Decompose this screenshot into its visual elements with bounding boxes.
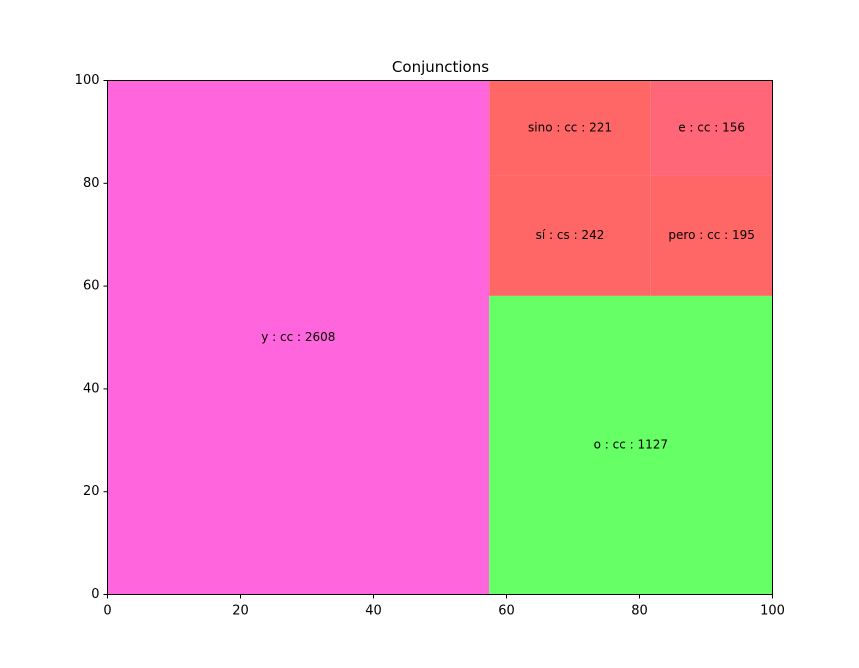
y-tick-label: 80 [83, 176, 100, 191]
treemap-rect [650, 175, 773, 296]
treemap-rect-label: o : cc : 1127 [594, 438, 668, 452]
treemap-rect-label: sí : cs : 242 [536, 228, 605, 242]
y-tick-label: 40 [83, 381, 100, 396]
y-axis: 0 20 40 60 80 100 [75, 73, 108, 602]
y-tick-label: 0 [91, 587, 99, 602]
treemap-rect-label: sino : cc : 221 [528, 120, 612, 134]
treemap-rect-label: y : cc : 2608 [261, 330, 335, 344]
y-tick-label: 60 [83, 279, 100, 294]
chart-title: Conjunctions [392, 58, 489, 76]
y-tick-label: 20 [83, 484, 100, 499]
treemap-rect [489, 295, 773, 595]
treemap-rect [650, 80, 773, 176]
y-tick-label: 100 [75, 73, 100, 88]
x-tick-label: 60 [498, 604, 515, 619]
x-tick-label: 40 [365, 604, 382, 619]
treemap-rect [489, 175, 651, 296]
treemap-rect-label: e : cc : 156 [678, 121, 745, 135]
treemap-rect [489, 80, 651, 176]
treemap-rects [107, 80, 773, 595]
x-tick-label: 100 [760, 604, 785, 619]
x-tick-label: 0 [103, 604, 111, 619]
x-axis: 0 20 40 60 80 100 [103, 594, 785, 619]
x-tick-label: 80 [631, 604, 648, 619]
treemap-rect [107, 80, 490, 595]
plot-frame [107, 80, 773, 595]
x-tick-label: 20 [232, 604, 249, 619]
treemap-rect-label: pero : cc : 195 [668, 228, 754, 242]
treemap-labels: y : cc : 2608 o : cc : 1127 sí : cs : 242 s… [261, 120, 755, 451]
